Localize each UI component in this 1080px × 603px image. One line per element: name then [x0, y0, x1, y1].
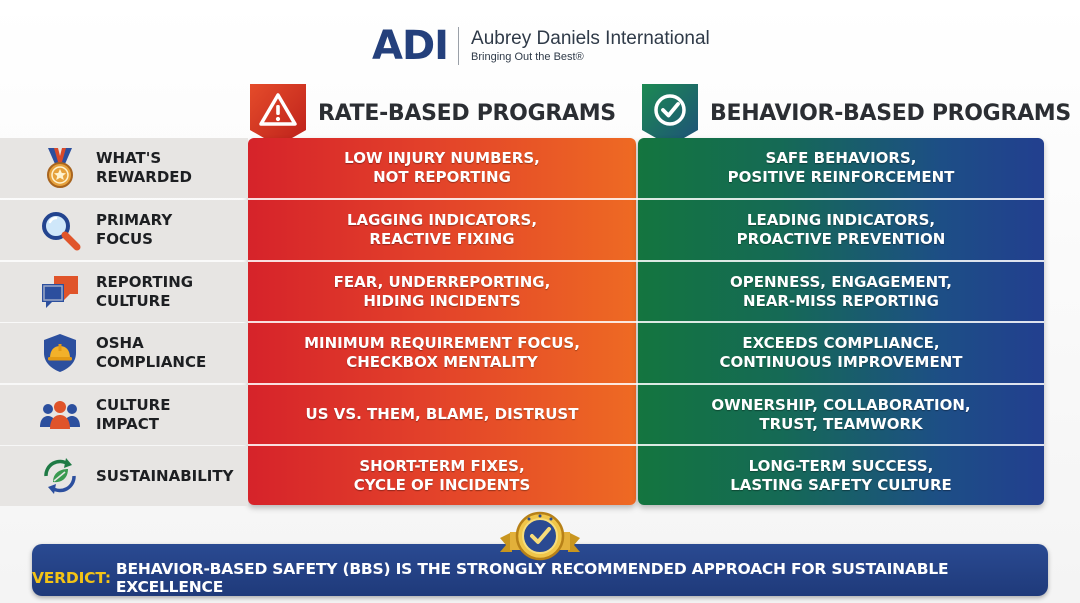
row-label-culture-impact: CULTURE IMPACT — [0, 385, 248, 445]
rate-cell-reporting-culture: FEAR, UNDERREPORTING, HIDING INCIDENTS — [333, 272, 551, 311]
row-label-primary-focus: PRIMARY FOCUS — [0, 200, 248, 260]
rate-cell-osha-compliance: MINIMUM REQUIREMENT FOCUS, CHECKBOX MENT… — [304, 333, 580, 372]
behavior-cell-culture-impact: OWNERSHIP, COLLABORATION, TRUST, TEAMWOR… — [711, 395, 971, 434]
row-label-text: CULTURE IMPACT — [96, 396, 171, 433]
verdict-label: VERDICT: — [32, 569, 111, 587]
row-label-text: PRIMARY FOCUS — [96, 211, 173, 248]
header-divider — [458, 27, 460, 65]
row-label-reporting-culture: REPORTING CULTURE — [0, 262, 248, 322]
medal-icon — [47, 148, 73, 188]
row-divider — [248, 383, 1044, 385]
rate-cell-primary-focus: LAGGING INDICATORS, REACTIVE FIXING — [346, 210, 538, 249]
rate-cell-sustainability: SHORT-TERM FIXES, CYCLE OF INCIDENTS — [353, 456, 531, 495]
check-seal-icon — [500, 511, 580, 561]
recycle-leaf-icon — [44, 458, 76, 494]
brand-text: Aubrey Daniels International Bringing Ou… — [471, 27, 710, 64]
rate-cell-culture-impact: US VS. THEM, BLAME, DISTRUST — [305, 405, 579, 424]
row-divider — [248, 198, 1044, 200]
behavior-cell-sustainability: LONG-TERM SUCCESS, LASTING SAFETY CULTUR… — [730, 456, 952, 495]
row-label-sustainability: SUSTAINABILITY — [0, 446, 248, 506]
behavior-cell-reporting-culture: OPENNESS, ENGAGEMENT, NEAR-MISS REPORTIN… — [730, 272, 952, 311]
magnifier-icon — [42, 212, 81, 251]
row-label-whats-rewarded: WHAT'S REWARDED — [0, 138, 248, 198]
behavior-cell-whats-rewarded: SAFE BEHAVIORS, POSITIVE REINFORCEMENT — [727, 148, 955, 187]
behavior-column-title: BEHAVIOR-BASED PROGRAMS — [710, 100, 1071, 126]
rate-column-header: RATE-BASED PROGRAMS — [250, 84, 616, 146]
warning-icon — [250, 84, 306, 146]
verdict-text: BEHAVIOR-BASED SAFETY (BBS) IS THE STRON… — [115, 560, 949, 596]
row-divider — [248, 444, 1044, 446]
row-divider — [248, 321, 1044, 323]
row-label-text: WHAT'S REWARDED — [96, 149, 192, 186]
rate-column-title: RATE-BASED PROGRAMS — [318, 100, 616, 126]
row-label-text: REPORTING CULTURE — [96, 273, 194, 310]
behavior-column-header: BEHAVIOR-BASED PROGRAMS — [642, 84, 1071, 146]
row-label-osha-compliance: OSHA COMPLIANCE — [0, 323, 248, 383]
shield-hardhat-icon — [44, 334, 76, 372]
adi-logo: ADI — [372, 23, 449, 69]
row-label-text: SUSTAINABILITY — [96, 466, 234, 485]
tagline: Bringing Out the Best® — [471, 51, 584, 64]
check-circle-icon — [642, 84, 698, 146]
rate-cell-whats-rewarded: LOW INJURY NUMBERS, NOT REPORTING — [344, 148, 540, 187]
behavior-cell-osha-compliance: EXCEEDS COMPLIANCE, CONTINUOUS IMPROVEME… — [719, 333, 963, 372]
chat-bubbles-icon — [42, 276, 78, 308]
people-icon — [40, 401, 80, 429]
behavior-cell-primary-focus: LEADING INDICATORS, PROACTIVE PREVENTION — [736, 210, 946, 249]
brand-header: ADI Aubrey Daniels International Bringin… — [372, 24, 710, 68]
row-divider — [248, 260, 1044, 262]
company-name: Aubrey Daniels International — [471, 27, 710, 49]
row-label-text: OSHA COMPLIANCE — [96, 334, 207, 371]
